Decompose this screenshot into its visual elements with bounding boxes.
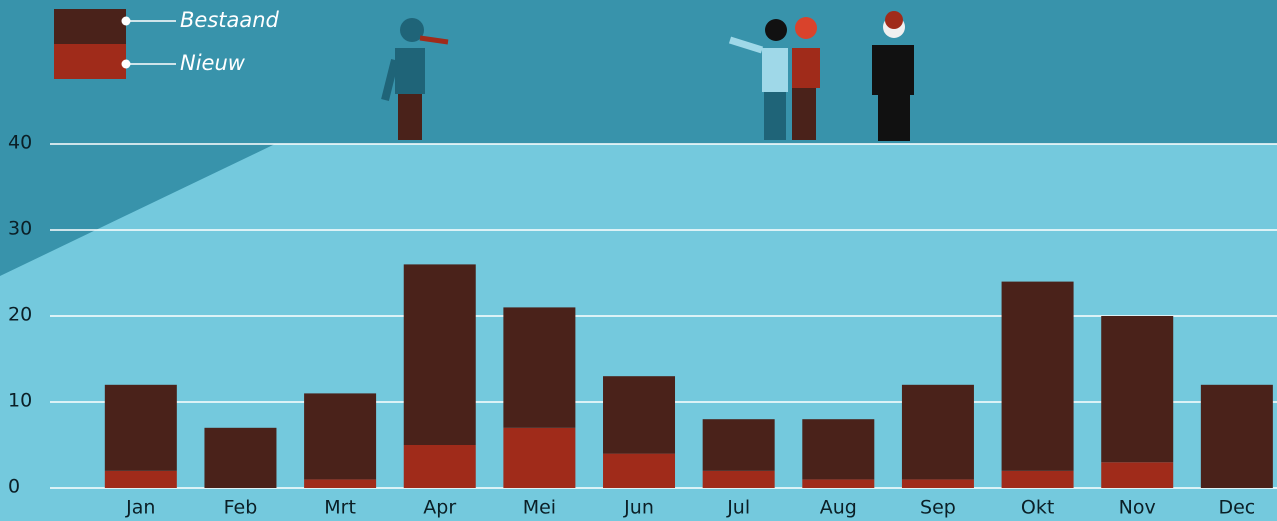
legend: Bestaand Nieuw [54,8,280,79]
bar-segment [304,393,377,480]
y-tick-label: 0 [8,476,20,498]
x-tick-label: Dec [1218,497,1255,519]
bar-segment [1200,384,1273,488]
bar-segment [1101,462,1174,488]
diagonal [0,144,275,276]
y-tick-label: 40 [8,132,32,154]
bar-segment [204,427,277,488]
legend-dot [121,16,131,26]
x-tick-label: Jan [125,497,155,519]
bar-segment [1101,316,1174,463]
figure [381,18,449,140]
x-tick-label: Sep [920,497,956,519]
y-tick-label: 10 [8,390,32,412]
legend-label: Nieuw [180,51,246,75]
legend-dot [121,59,131,69]
header-band [0,0,1277,144]
x-tick-label: Mei [523,497,556,519]
legend-swatch [54,9,126,44]
legend-label: Bestaand [180,8,280,32]
bar-segment [503,427,576,488]
x-tick-label: Okt [1021,497,1054,519]
x-tick-label: Mrt [324,497,356,519]
bar-segment [1001,281,1074,471]
x-tick-label: Aug [820,497,857,519]
bar-segment [104,470,177,488]
bar-segment [802,419,875,480]
bar-segment [702,419,775,471]
x-tick-label: Feb [224,497,258,519]
bar-segment [503,307,576,428]
legend-swatch [54,44,126,79]
x-tick-label: Apr [423,497,456,519]
bar-segment [104,384,177,471]
bar-segment [901,384,974,480]
bar-segment [901,479,974,488]
bar-segment [702,470,775,488]
figure [728,17,820,140]
figure [872,11,914,141]
bar-segment [603,376,676,454]
x-tick-label: Jun [623,497,654,519]
x-tick-label: Jul [726,497,750,519]
bar-segment [802,479,875,488]
y-tick-label: 30 [8,218,32,240]
y-tick-label: 20 [8,304,32,326]
bar-segment [403,264,476,445]
x-tick-label: Nov [1119,497,1156,519]
bar-segment [403,445,476,488]
bar-segment [304,479,377,488]
bar-segment [603,453,676,488]
bar-segment [1001,470,1074,488]
